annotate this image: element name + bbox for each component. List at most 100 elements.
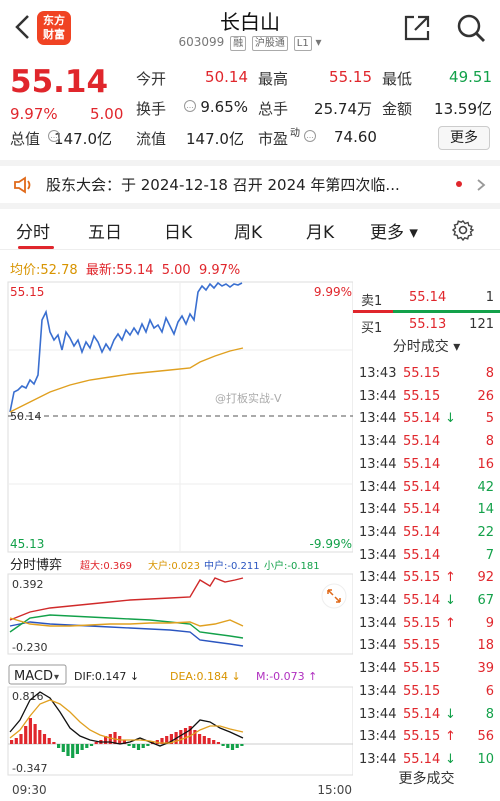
quote-value: 13.59亿 [434,100,492,118]
tab-daily-k[interactable]: 日K [164,223,193,243]
macd-bar [146,744,150,746]
quote-label: 总手 [258,100,289,118]
macd-bar [183,728,188,744]
tag-margin: 融 [230,36,247,51]
axis-bottom-left: 45.13 [10,537,44,551]
change-amount: 5.00 [90,105,124,123]
macd-bar [113,732,117,744]
macd-bar [188,726,192,744]
time-start: 09:30 [12,783,47,797]
macd-bar [198,734,202,744]
super-large-line [9,577,244,621]
macd-bar [122,740,126,744]
gear-icon[interactable] [452,219,474,241]
price-line [9,281,243,413]
tab-weekly-k[interactable]: 周K [234,223,263,243]
macd-bar [89,744,94,746]
notice-bar[interactable]: 股东大会：于 2024-12-18 召开 2024 年第四次临... [0,166,500,202]
intraday-chart[interactable]: 55.15 9.99% 50.14 45.13 -9.99% 分时博弈 超大:0… [0,280,353,801]
bobing-label[interactable]: 分时博弈 [10,557,62,573]
medium-line [9,621,244,647]
quote-more-button[interactable]: 更多 [438,126,490,150]
quote-value: 74.60 [334,128,377,146]
macd-bar [141,744,145,748]
macd-bar [47,738,51,744]
tag-connect: 沪股通 [251,36,288,51]
bobing-frame [7,573,353,655]
unread-dot [456,181,462,187]
macd-bar [127,744,131,746]
speaker-icon [14,176,31,194]
macd-bar [94,742,98,744]
axis-mid-left: 50.14 [10,410,42,423]
macd-bar [235,744,239,748]
price-summary-line: 均价:52.78 最新:55.14 5.00 9.97% [10,263,241,278]
tag-level: L1 [293,36,312,51]
small-line [9,614,244,639]
quote-label: 换手 [136,100,167,118]
trade-row: 13:44 55.15 26 [359,388,494,404]
macd-bar [71,744,75,758]
stock-name: 长白山 [220,10,280,34]
tab-monthly-k[interactable]: 月K [306,223,335,243]
chevron-down-icon[interactable]: ▾ [315,35,322,49]
trade-row: 13:44 55.15 ↑ 9 [359,615,494,631]
trade-panel: 卖1 55.14 1 买1 55.13 121 分时成交 ▾ 13:43 55.1… [353,283,500,783]
tab-intraday[interactable]: 分时 [16,223,50,243]
quote-label: 市盈 [258,130,289,148]
macd-bar [202,736,206,744]
notice-text: 股东大会：于 2024-12-18 召开 2024 年第四次临... [46,176,400,194]
current-price: 55.14 [10,64,109,100]
axis-bottom-right: -9.99% [310,537,352,551]
macd-bar [193,730,197,744]
quote-label: 今开 [136,70,167,88]
info-icon[interactable]: … [304,130,316,142]
info-icon[interactable]: … [48,130,60,142]
macd-bar [61,744,65,752]
trade-list-title[interactable]: 分时成交 ▾ [392,339,461,355]
pe-type: 动 [290,128,300,139]
avg-price-line [9,347,244,413]
quote-label: 最低 [382,70,413,88]
back-arrow-icon[interactable] [8,10,38,44]
macd-histogram [10,718,244,758]
expand-button[interactable] [321,583,347,609]
more-trades-button[interactable]: 更多成交 [398,771,455,787]
bobing-medium: 中户:-0.211 [204,559,260,572]
stock-code: 603099 [178,35,225,49]
avg-price: 52.78 [40,263,78,278]
macd-bar [75,744,79,754]
active-tab-indicator [18,246,54,249]
macd-bar [132,744,136,748]
macd-selector[interactable] [8,664,67,685]
info-icon[interactable]: … [184,100,196,112]
bobing-bottom: -0.230 [12,641,47,654]
divider [0,160,500,166]
bobing-top: 0.392 [12,578,44,591]
trade-row: 13:44 55.14 42 [359,479,494,495]
macd-bar [85,744,89,748]
quote-label: 流值 [136,130,167,148]
quote-value: 147.0亿 [54,130,112,148]
macd-bottom: -0.347 [12,762,47,775]
macd-bar [221,744,225,746]
macd-bar [212,740,216,744]
macd-bar [136,744,141,750]
axis-top-left: 55.15 [10,285,44,299]
macd-bar [57,744,61,748]
stock-code-row: 603099 融 沪股通 L1 ▾ [0,35,500,51]
large-line [9,617,244,627]
search-icon[interactable] [454,11,488,45]
macd-bar [165,736,169,744]
chevron-right-icon [477,179,486,191]
dea-line [9,699,244,744]
sell-bar [353,310,500,313]
tab-five-day[interactable]: 五日 [88,223,122,243]
quote-value: 50.14 [205,68,248,86]
share-icon[interactable] [400,11,434,45]
macd-m: M:-0.073 ↑ [256,670,317,683]
quote-value: 25.74万 [314,100,372,118]
macd-bar [230,744,235,750]
trade-row: 13:44 55.14 7 [359,547,494,563]
tab-more[interactable]: 更多 ▾ [370,223,418,243]
